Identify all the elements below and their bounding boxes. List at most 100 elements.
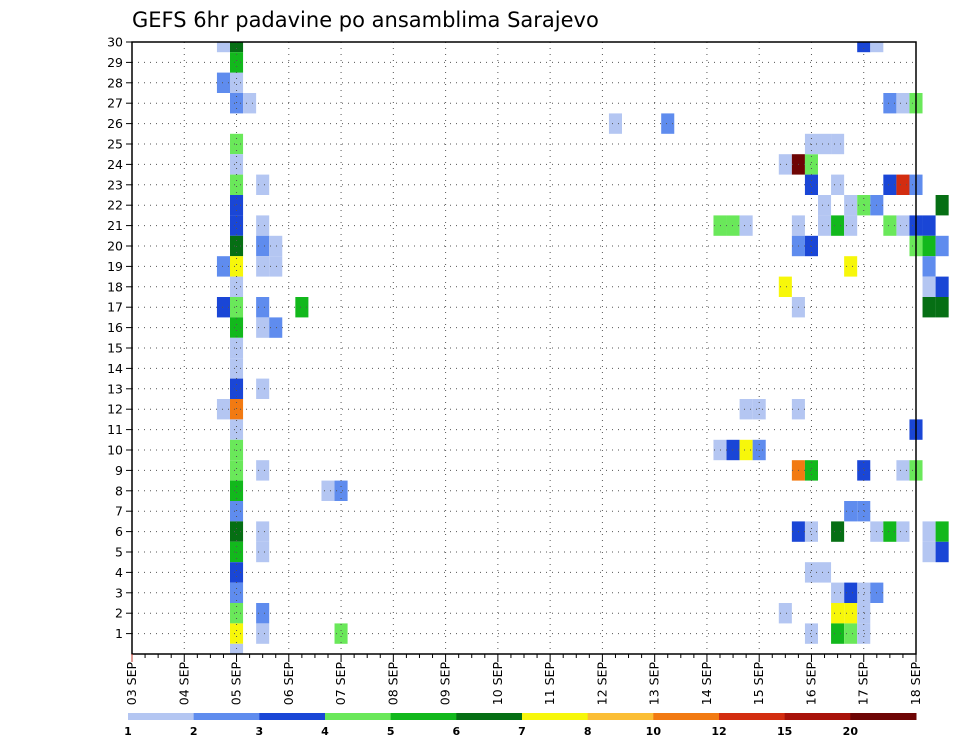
heatmap-cell xyxy=(256,256,270,277)
heatmap-cell xyxy=(935,235,949,257)
heatmap-cell xyxy=(935,195,949,216)
colorbar-swatch xyxy=(456,713,523,720)
heatmap-cell xyxy=(230,52,244,73)
colorbar-label: 1 xyxy=(124,725,132,738)
x-tick-label: 07 SEP xyxy=(333,662,348,706)
heatmap-cell xyxy=(608,113,622,134)
grid-lines xyxy=(132,42,916,654)
y-tick-label: 1 xyxy=(115,626,123,641)
y-tick-label: 30 xyxy=(107,35,123,50)
y-tick-label: 21 xyxy=(107,218,123,233)
colorbar-swatch xyxy=(719,713,786,720)
y-tick-label: 3 xyxy=(115,585,123,600)
y-tick-label: 13 xyxy=(107,381,123,396)
heatmap-cell xyxy=(256,174,270,195)
y-tick-label: 29 xyxy=(107,55,123,70)
colorbar-label: 10 xyxy=(646,725,662,738)
x-tick-label: 06 SEP xyxy=(281,662,296,706)
heatmap-cell xyxy=(857,603,871,624)
heatmap-cell xyxy=(230,154,244,175)
heatmap-cell xyxy=(256,235,270,257)
y-tick-label: 15 xyxy=(107,341,123,356)
heatmap-cell xyxy=(230,358,244,379)
heatmap-cell xyxy=(256,521,270,542)
x-tick-label: 08 SEP xyxy=(385,662,400,706)
x-tick-label: 05 SEP xyxy=(229,662,244,706)
heatmap-cell xyxy=(334,480,348,501)
heatmap-cell xyxy=(896,174,910,195)
heatmap-cell xyxy=(243,93,257,114)
heatmap-cell xyxy=(844,215,858,236)
heatmap-cell xyxy=(256,623,270,644)
heatmap-cell xyxy=(256,297,270,318)
heatmap-cell xyxy=(804,174,818,195)
y-tick-label: 27 xyxy=(107,96,123,111)
colorbar-legend: 1 2 3 4 5 6 7 8 10 12 15 20 xyxy=(124,713,917,738)
x-tick-label: 12 SEP xyxy=(594,662,609,706)
heatmap-cell xyxy=(935,521,949,542)
heatmap-cell xyxy=(230,521,244,542)
heatmap-cell xyxy=(230,317,244,338)
y-tick-label: 5 xyxy=(115,545,123,560)
heatmap-cell xyxy=(804,460,818,481)
heatmap-cell xyxy=(321,480,335,501)
heatmap-cell xyxy=(818,562,832,583)
heatmap-cell xyxy=(230,419,244,440)
heatmap-cell xyxy=(831,603,845,624)
y-tick-label: 26 xyxy=(107,116,123,131)
heatmap-cell xyxy=(857,42,871,53)
colorbar-label: 8 xyxy=(584,725,592,738)
chart-title: GEFS 6hr padavine po ansamblima Sarajevo xyxy=(132,8,599,32)
colorbar-label: 5 xyxy=(387,725,395,738)
heatmap-cell xyxy=(922,235,936,257)
heatmap-cell xyxy=(230,378,244,399)
heatmap-cell xyxy=(230,174,244,195)
y-tick-label: 11 xyxy=(107,422,123,437)
heatmap-cell xyxy=(230,256,244,277)
heatmap-cell xyxy=(269,317,283,338)
y-tick-label: 24 xyxy=(107,157,123,172)
heatmap-cell xyxy=(922,256,936,277)
heatmap-cell xyxy=(922,276,936,297)
x-tick-label: 14 SEP xyxy=(699,662,714,706)
heatmap-cell xyxy=(216,256,230,277)
x-tick-label: 04 SEP xyxy=(176,662,191,706)
heatmap-cell xyxy=(230,623,244,644)
y-tick-label: 18 xyxy=(107,279,123,294)
heatmap-cell xyxy=(831,133,845,155)
heatmap-cell xyxy=(778,603,792,624)
heatmap-cell xyxy=(778,154,792,175)
colorbar-label: 20 xyxy=(843,725,859,738)
heatmap-cell xyxy=(922,215,936,236)
heatmap-cell xyxy=(844,582,858,603)
heatmap-cell xyxy=(334,623,348,644)
heatmap-cell xyxy=(256,215,270,236)
x-tick-label: 03 SEP xyxy=(124,662,139,706)
heatmap-cell xyxy=(726,215,740,236)
heatmap-cell xyxy=(216,399,230,420)
heatmap-cell xyxy=(922,297,936,318)
colorbar-label: 15 xyxy=(777,725,792,738)
heatmap-cell xyxy=(922,541,936,563)
x-tick-label: 15 SEP xyxy=(751,662,766,706)
heatmap-cell xyxy=(230,582,244,603)
heatmap-cell xyxy=(256,541,270,563)
colorbar-swatch xyxy=(259,713,326,720)
colorbar-label: 12 xyxy=(711,725,726,738)
colorbar-label: 6 xyxy=(453,725,461,738)
heatmap-cell xyxy=(230,42,244,53)
heatmap-cell xyxy=(896,460,910,481)
heatmap-cell xyxy=(804,521,818,542)
x-tick-label: 10 SEP xyxy=(490,662,505,706)
heatmap-cell xyxy=(230,501,244,522)
heatmap-cell xyxy=(295,297,309,318)
heatmap-cell xyxy=(230,562,244,583)
colorbar-swatch xyxy=(325,713,392,720)
heatmap-cell xyxy=(935,276,949,297)
heatmap-cell xyxy=(896,521,910,542)
colorbar-swatch xyxy=(390,713,457,720)
heatmap-cell xyxy=(857,501,871,522)
heatmap-cell xyxy=(883,93,897,114)
y-tick-label: 23 xyxy=(107,177,123,192)
heatmap-cell xyxy=(935,297,949,318)
